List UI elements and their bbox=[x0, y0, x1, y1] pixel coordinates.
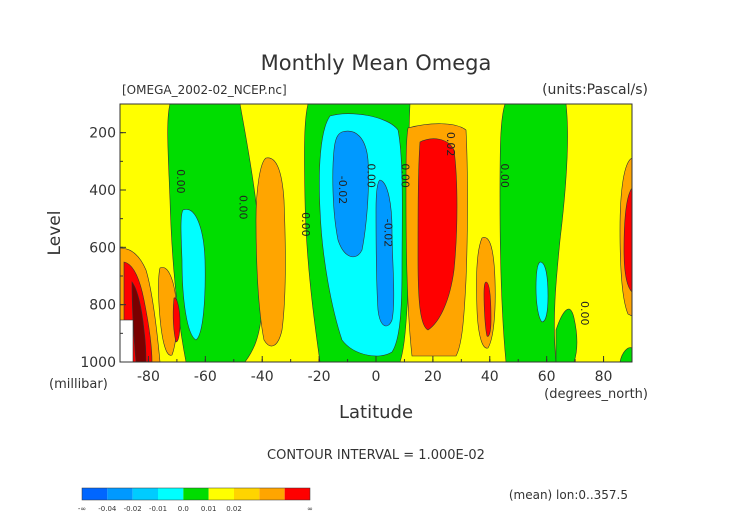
colorbar: -∞ -0.04 -0.02 -0.01 0.0 0.01 0.02 ∞ bbox=[78, 487, 313, 513]
y-tick-label: 1000 bbox=[80, 355, 116, 371]
y-tick-label: 600 bbox=[89, 240, 116, 256]
colorbar-swatch bbox=[82, 488, 108, 500]
colorbar-swatch bbox=[284, 488, 310, 500]
contour-label: 0.00 bbox=[578, 301, 591, 326]
contour-label: 0.00 bbox=[364, 163, 377, 188]
contour-label: 0.00 bbox=[236, 195, 249, 220]
x-tick-label: -40 bbox=[251, 369, 274, 385]
y-axis: 200 400 600 800 1000 bbox=[80, 103, 126, 371]
colorbar-frame bbox=[81, 487, 311, 501]
region-green-90n-corner bbox=[619, 347, 632, 362]
units-label: (units:Pascal/s) bbox=[542, 82, 648, 98]
y-tick-label: 800 bbox=[89, 298, 116, 314]
colorbar-label: 0.0 bbox=[178, 505, 189, 513]
colorbar-swatch bbox=[234, 488, 260, 500]
colorbar-label: 0.02 bbox=[226, 505, 242, 513]
region-cyan-southern bbox=[180, 209, 206, 341]
contour-label: 0.00 bbox=[174, 169, 187, 194]
x-tick-label: 80 bbox=[595, 369, 613, 385]
x-axis: -80 -60 -40 -20 0 20 40 60 80 bbox=[119, 356, 633, 385]
y-tick-label: 200 bbox=[89, 126, 116, 142]
contour-label: -0.02 bbox=[336, 176, 349, 204]
y-axis-unit: (millibar) bbox=[49, 377, 108, 392]
x-tick-label: -20 bbox=[308, 369, 331, 385]
y-tick-label: 400 bbox=[89, 183, 116, 199]
region-cyan-northern bbox=[535, 261, 549, 323]
x-tick-label: 40 bbox=[481, 369, 499, 385]
contour-label: -0.02 bbox=[382, 219, 395, 247]
contour-label: 0.00 bbox=[399, 163, 412, 188]
x-tick-label: 60 bbox=[538, 369, 556, 385]
region-blue-central-upper bbox=[332, 130, 369, 258]
colorbar-swatch bbox=[208, 488, 234, 500]
x-tick-label: -60 bbox=[194, 369, 217, 385]
x-axis-unit: (degrees_north) bbox=[544, 387, 648, 402]
region-blue-central-lower bbox=[375, 179, 395, 327]
colorbar-swatch bbox=[259, 488, 285, 500]
colorbar-label: 0.01 bbox=[201, 505, 217, 513]
contour-label: 0.02 bbox=[444, 132, 457, 157]
region-red-80n bbox=[623, 187, 632, 293]
region-green-northern-lower bbox=[555, 308, 578, 362]
colorbar-swatch bbox=[132, 488, 158, 500]
region-red-tropical bbox=[417, 138, 458, 331]
contour-labels: 0.00 0.00 0.00 -0.02 0.00 -0.02 0.00 0.02 0.00 0.… bbox=[174, 132, 591, 326]
region-red-40n bbox=[483, 281, 492, 337]
x-axis-label: Latitude bbox=[339, 402, 413, 423]
colorbar-swatch bbox=[183, 488, 209, 500]
chart-title: Monthly Mean Omega bbox=[261, 51, 492, 75]
mean-note: (mean) lon:0..357.5 bbox=[509, 488, 628, 502]
colorbar-label: -0.04 bbox=[98, 505, 117, 513]
x-tick-label: -80 bbox=[137, 369, 160, 385]
x-tick-label: 20 bbox=[424, 369, 442, 385]
region-missing-data bbox=[120, 319, 134, 362]
contour-interval-text: CONTOUR INTERVAL = 1.000E-02 bbox=[267, 448, 485, 463]
colorbar-swatch bbox=[158, 488, 184, 500]
contour-label: 0.00 bbox=[498, 163, 511, 188]
region-red-70s bbox=[172, 297, 181, 343]
plot-area bbox=[120, 104, 632, 362]
contour-label: 0.00 bbox=[299, 212, 312, 237]
colorbar-swatch bbox=[107, 488, 133, 500]
region-orange-40s bbox=[255, 157, 286, 347]
y-axis-label: Level bbox=[45, 211, 65, 256]
colorbar-label: ∞ bbox=[307, 505, 313, 513]
colorbar-label: -0.02 bbox=[124, 505, 142, 513]
region-orange-70s bbox=[158, 267, 178, 356]
file-label: [OMEGA_2002-02_NCEP.nc] bbox=[122, 83, 287, 97]
colorbar-label: -∞ bbox=[78, 505, 86, 513]
colorbar-label: -0.01 bbox=[149, 505, 167, 513]
x-tick-label: 0 bbox=[372, 369, 381, 385]
